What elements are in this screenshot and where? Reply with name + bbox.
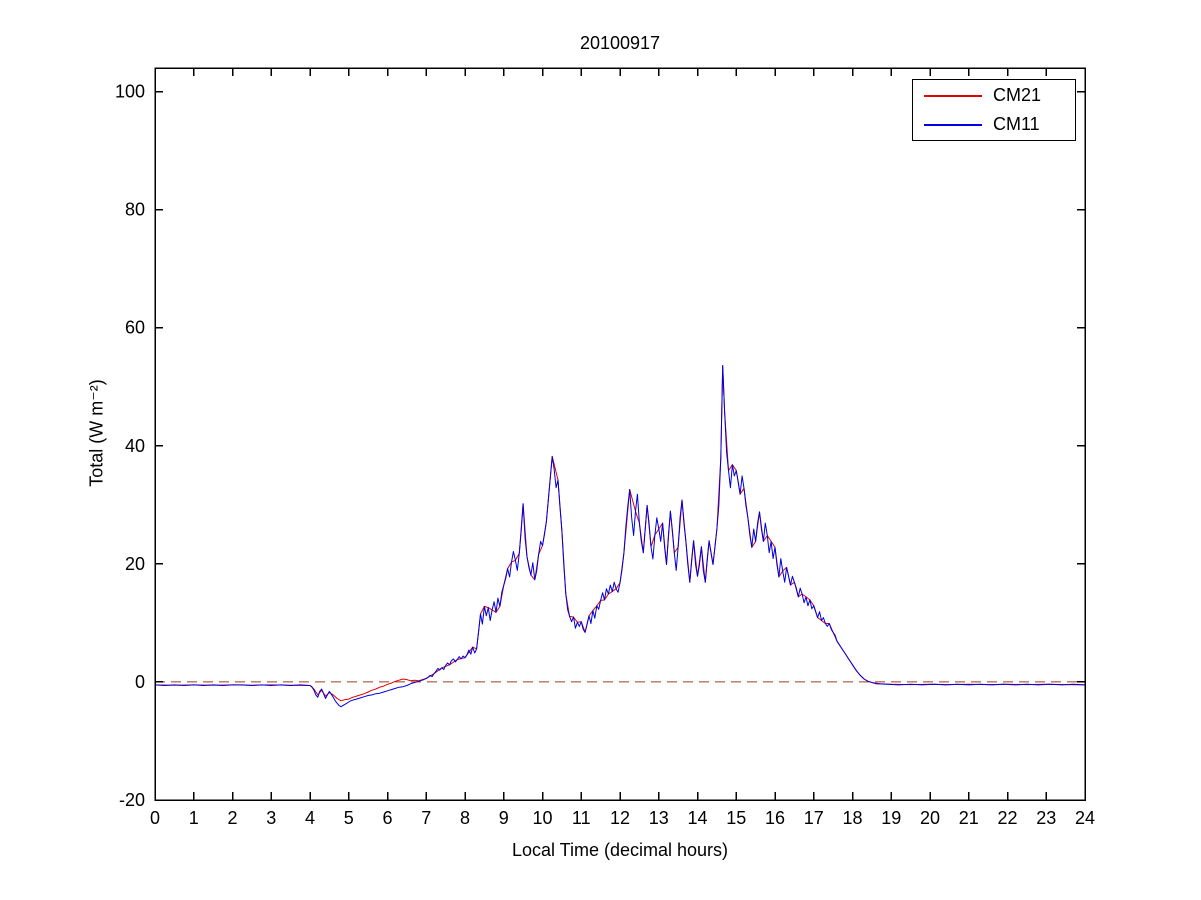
- x-tick-label: 8: [460, 808, 470, 828]
- y-tick-label: 60: [125, 318, 145, 338]
- legend-entry-cm11: CM11: [913, 111, 1075, 138]
- legend-entry-cm21: CM21: [913, 82, 1075, 109]
- x-tick-label: 12: [610, 808, 630, 828]
- x-tick-label: 7: [421, 808, 431, 828]
- y-tick-label: 40: [125, 436, 145, 456]
- x-tick-label: 2: [227, 808, 237, 828]
- x-axis-label: Local Time (decimal hours): [511, 840, 729, 860]
- x-tick-label: 19: [881, 808, 901, 828]
- x-tick-label: 4: [305, 808, 315, 828]
- y-tick-label: 100: [115, 82, 145, 102]
- x-tick-label: 17: [804, 808, 824, 828]
- x-tick-label: 11: [572, 808, 591, 828]
- axes-box: [154, 67, 1086, 801]
- x-tick-label: 20: [920, 808, 940, 828]
- y-axis-label: Total (W m⁻²): [86, 379, 107, 487]
- x-tick-label: 15: [726, 808, 746, 828]
- legend-line-sample-cm21: [924, 94, 982, 97]
- legend-label-cm21: CM21: [993, 85, 1042, 105]
- x-tick-label: 24: [1075, 808, 1095, 828]
- x-tick-label: 3: [266, 808, 276, 828]
- y-tick-label: 20: [125, 554, 145, 574]
- x-tick-label: 1: [189, 808, 199, 828]
- series-line-cm21: [154, 365, 1086, 702]
- legend-line-sample-cm11: [924, 123, 982, 126]
- plot-title: 20100917: [579, 33, 661, 53]
- x-tick-label: 0: [150, 808, 160, 828]
- series-line-cm11: [154, 365, 1086, 708]
- x-tick-label: 18: [842, 808, 862, 828]
- x-tick-label: 6: [382, 808, 392, 828]
- x-tick-label: 16: [765, 808, 785, 828]
- legend: CM21 CM11: [912, 79, 1076, 141]
- x-tick-label: 13: [649, 808, 669, 828]
- x-tick-label: 10: [532, 808, 552, 828]
- x-tick-label: 14: [687, 808, 707, 828]
- x-tick-label: 22: [997, 808, 1017, 828]
- y-tick-label: -20: [119, 790, 145, 810]
- x-tick-label: 21: [959, 808, 979, 828]
- legend-label-cm11: CM11: [993, 114, 1040, 134]
- x-tick-label: 9: [499, 808, 509, 828]
- y-tick-label: 0: [135, 672, 145, 692]
- x-tick-label: 23: [1036, 808, 1056, 828]
- x-tick-label: 5: [344, 808, 354, 828]
- y-tick-label: 80: [125, 200, 145, 220]
